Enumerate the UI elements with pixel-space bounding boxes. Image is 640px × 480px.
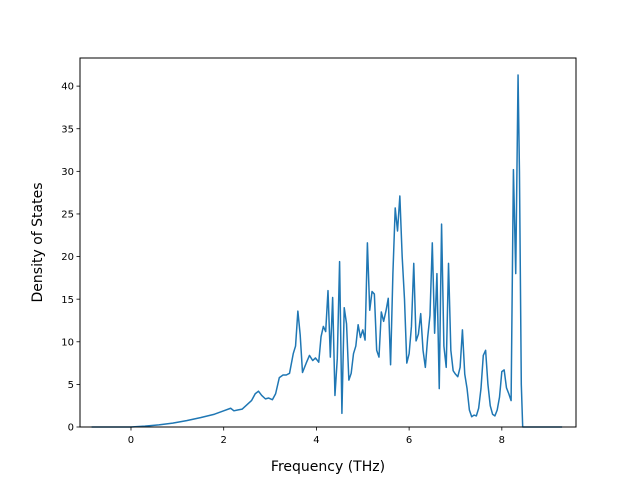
y-tick-label: 5 bbox=[68, 380, 74, 391]
x-tick-label: 8 bbox=[499, 435, 505, 446]
y-tick-label: 30 bbox=[61, 167, 74, 178]
x-tick-label: 2 bbox=[221, 435, 227, 446]
x-tick-label: 6 bbox=[406, 435, 412, 446]
x-tick-label: 0 bbox=[128, 435, 134, 446]
y-tick-label: 15 bbox=[61, 295, 74, 306]
y-axis-label: Density of States bbox=[30, 183, 46, 303]
y-tick-label: 20 bbox=[61, 252, 74, 263]
x-axis-ticks: 0 2 4 6 8 bbox=[128, 427, 505, 446]
dos-series-line-0 bbox=[91, 74, 563, 428]
plot-area bbox=[79, 57, 577, 428]
x-tick-label: 4 bbox=[313, 435, 319, 446]
y-tick-label: 35 bbox=[61, 124, 74, 135]
y-tick-label: 25 bbox=[61, 210, 74, 221]
series-layer bbox=[91, 74, 563, 428]
x-axis-label: Frequency (THz) bbox=[271, 459, 385, 475]
y-tick-label: 10 bbox=[61, 337, 74, 348]
y-axis-ticks: 0 5 10 15 20 25 30 35 40 bbox=[61, 82, 80, 434]
y-tick-label: 0 bbox=[68, 423, 74, 434]
plot-frame bbox=[79, 57, 577, 428]
y-tick-label: 40 bbox=[61, 82, 74, 93]
